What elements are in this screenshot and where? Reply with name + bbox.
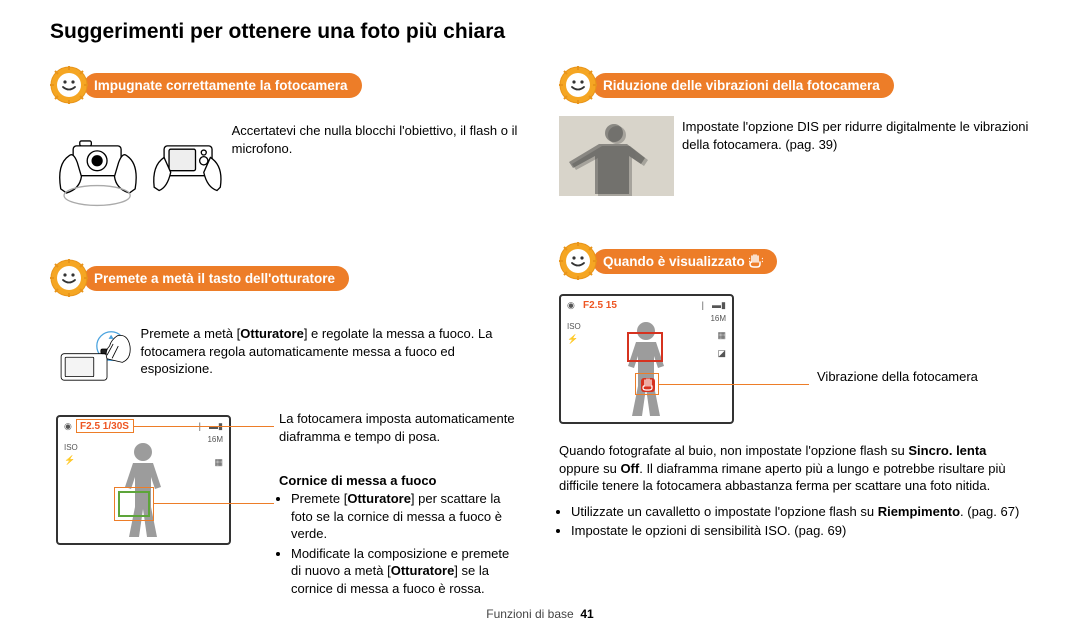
bullet-r2: Impostate le opzioni di sensibilità ISO.… (571, 522, 1030, 540)
blurry-photo (559, 116, 674, 196)
left-column: Impugnate correttamente la fotocamera (50, 66, 521, 597)
callout-line-3 (659, 384, 809, 385)
press-shutter-illustration (56, 305, 133, 410)
res-label-2: 16M (710, 314, 726, 323)
sun-smile-icon (559, 242, 597, 280)
heading-shutter: Premete a metà il tasto dell'otturatore (84, 266, 349, 291)
shutter-row1: Premete a metà [Otturatore] e regolate l… (50, 305, 521, 410)
bullet-1: Premete [Otturatore] per scattare la fot… (291, 490, 521, 543)
divider-icon: | (702, 300, 704, 310)
shutter-row2: ◉ F2.5 1/30S | ▬▮ 16M ISO ⚡ ▦ La fotocam… (50, 410, 521, 597)
page-title: Suggerimenti per ottenere una foto più c… (50, 20, 1030, 44)
dark-photo-para: Quando fotografate al buio, non impostat… (559, 442, 1030, 495)
vibration-text: Impostate l'opzione DIS per ridurre digi… (682, 118, 1030, 153)
footer-section: Funzioni di base (486, 607, 573, 621)
shake-hand-icon (749, 254, 763, 268)
section-badge-when: Quando è visualizzato (559, 242, 1030, 280)
heading-hold: Impugnate correttamente la fotocamera (84, 73, 362, 98)
mode-icon: ◉ (567, 300, 575, 311)
flash-icon: ⚡ (64, 455, 75, 466)
hold-text: Accertatevi che nulla blocchi l'obiettiv… (232, 122, 521, 157)
callout-box-fvalue (76, 419, 134, 433)
bullet-2: Modificate la composizione e premete di … (291, 545, 521, 598)
mode-icon: ◉ (64, 421, 72, 432)
bullet-r1: Utilizzate un cavalletto o impostate l'o… (571, 503, 1030, 521)
callout-line-1 (134, 426, 274, 427)
sun-smile-icon (559, 66, 597, 104)
heading-when: Quando è visualizzato (593, 249, 777, 274)
callout-box-focus (114, 487, 154, 521)
heading-vibration: Riduzione delle vibrazioni della fotocam… (593, 73, 894, 98)
hold-row: Accertatevi che nulla blocchi l'obiettiv… (50, 112, 521, 217)
f-value-label-2: F2.5 15 (583, 300, 617, 311)
focus-frame-red (627, 332, 663, 362)
page-footer: Funzioni di base 41 (0, 607, 1080, 621)
callout-text-1: La fotocamera imposta automaticamente di… (279, 410, 521, 445)
iso-label: ISO (64, 443, 78, 452)
grid-icon: ▦ (717, 330, 726, 341)
vibration-row: Impostate l'opzione DIS per ridurre digi… (559, 112, 1030, 196)
pic-icon: ◪ (717, 348, 726, 359)
callout-line-2 (154, 503, 274, 504)
lcd-preview-1: ◉ F2.5 1/30S | ▬▮ 16M ISO ⚡ ▦ (56, 415, 231, 545)
sun-smile-icon (50, 66, 88, 104)
callout-vibration: Vibrazione della fotocamera (817, 368, 978, 386)
dark-bullets: Utilizzate un cavalletto o impostate l'o… (559, 501, 1030, 540)
section-badge-hold: Impugnate correttamente la fotocamera (50, 66, 521, 104)
sun-smile-icon (50, 259, 88, 297)
hold-camera-illustration (50, 112, 224, 217)
right-column: Riduzione delle vibrazioni della fotocam… (559, 66, 1030, 597)
footer-page: 41 (580, 607, 593, 621)
section-badge-shutter: Premete a metà il tasto dell'otturatore (50, 259, 521, 297)
two-column-layout: Impugnate correttamente la fotocamera (50, 66, 1030, 597)
grid-icon: ▦ (214, 457, 223, 468)
iso-label-2: ISO (567, 322, 581, 331)
section-badge-vibration: Riduzione delle vibrazioni della fotocam… (559, 66, 1030, 104)
lcd-preview-2: ◉ F2.5 15 | ▬▮ 16M ISO ⚡ ▦ ◪ (559, 294, 734, 424)
callout-box-shake (635, 373, 659, 395)
focus-bullets: Premete [Otturatore] per scattare la fot… (279, 490, 521, 597)
res-label: 16M (207, 435, 223, 444)
when-row: ◉ F2.5 15 | ▬▮ 16M ISO ⚡ ▦ ◪ (559, 288, 1030, 424)
battery-icon: ▬▮ (712, 300, 726, 311)
shutter-text1: Premete a metà [Otturatore] e regolate l… (141, 325, 521, 378)
flash-icon: ⚡ (567, 334, 578, 345)
focus-frame-heading: Cornice di messa a fuoco (279, 473, 521, 488)
